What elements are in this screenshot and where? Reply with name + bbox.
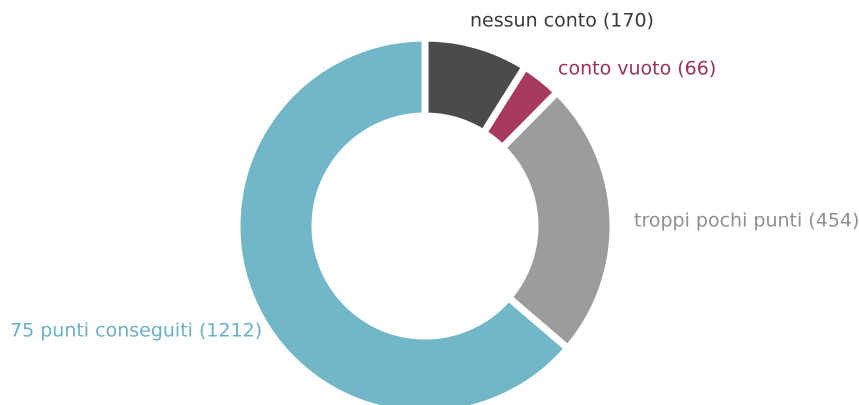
- segment-label: troppi pochi punti (454): [634, 210, 859, 232]
- donut-segment: [233, 34, 573, 405]
- segment-label: conto vuoto (66): [558, 58, 716, 80]
- segment-label: nessun conto (170): [470, 10, 654, 32]
- donut-segment: [497, 87, 617, 354]
- segment-label: 75 punti conseguiti (1212): [10, 320, 262, 342]
